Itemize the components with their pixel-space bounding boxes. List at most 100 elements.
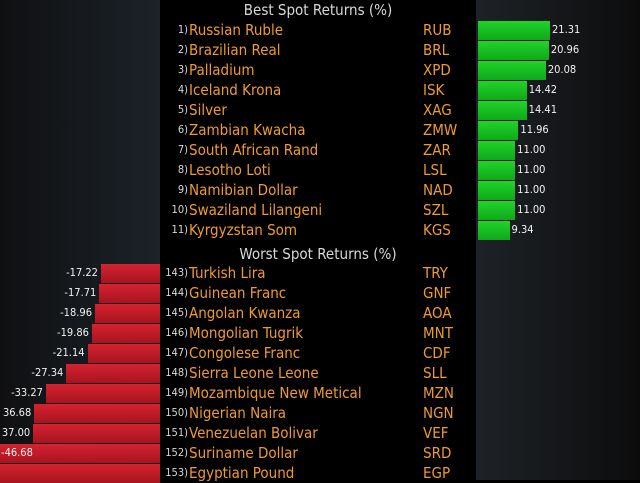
best-row: 2) Brazilian Real BRL [160,40,476,60]
worst-currency-name: Suriname Dollar [189,444,298,462]
best-rank: 9) [177,183,188,196]
worst-bar [34,404,160,423]
best-bar [478,21,550,40]
worst-bar [87,344,160,363]
worst-value-label: -27.34 [31,366,64,379]
worst-bar [91,324,160,343]
worst-rank: 151) [165,426,188,439]
worst-rank: 146) [165,326,188,339]
worst-value-label: -21.14 [52,346,85,359]
best-value-label: 11.96 [520,123,549,136]
best-rank: 8) [177,163,188,176]
best-value-label: 11.00 [517,163,546,176]
best-currency-name: Swaziland Lilangeni [189,201,323,219]
best-value-label: 20.08 [547,63,577,76]
worst-currency-code: VEF [423,424,449,442]
best-value-label: 9.34 [511,223,534,236]
worst-rank: 144) [165,286,188,299]
best-value-label: 21.31 [552,23,581,36]
worst-row: 152) Suriname Dollar SRD [160,443,476,463]
worst-currency-name: Mozambique New Metical [189,384,362,402]
best-rank: 7) [177,143,188,156]
worst-rank: 153) [165,466,188,479]
best-value-label: 20.96 [550,43,580,56]
best-bar [478,101,527,120]
worst-value-label: -46.68 [1,446,33,459]
best-currency-code: KGS [423,221,451,239]
best-currency-name: Namibian Dollar [189,181,298,199]
best-row: 3) Palladium XPD [160,60,476,80]
worst-bar [100,264,160,283]
worst-row: 153) Egyptian Pound EGP [160,463,476,483]
best-currency-name: Iceland Krona [189,81,282,99]
best-rank: 1) [177,23,188,36]
best-currency-code: LSL [423,161,447,179]
best-row: 9) Namibian Dollar NAD [160,180,476,200]
worst-currency-name: Egyptian Pound [189,464,295,482]
worst-currency-code: MNT [423,324,453,342]
worst-value-label: 36.68 [2,406,32,419]
worst-row: 147) Congolese Franc CDF [160,343,476,363]
worst-bar [33,424,160,443]
best-bar [478,221,510,240]
worst-rank: 143) [165,266,188,279]
best-currency-name: Silver [189,101,227,119]
best-row: 8) Lesotho Loti LSL [160,160,476,180]
best-rank: 11) [171,223,188,236]
best-value-label: 11.00 [517,203,546,216]
worst-bar [99,284,160,303]
worst-value-label: -33.27 [11,386,43,399]
worst-row: 143) Turkish Lira TRY [160,263,476,283]
best-rank: 3) [177,63,188,76]
worst-row: 146) Mongolian Tugrik MNT [160,323,476,343]
best-rank: 10) [171,203,188,216]
best-currency-name: Russian Ruble [189,21,284,39]
worst-value-label: -17.71 [64,286,97,299]
best-currency-name: Palladium [189,61,255,79]
worst-rank: 145) [165,306,188,319]
worst-bar [66,364,160,383]
worst-currency-name: Turkish Lira [189,264,266,282]
worst-row: 148) Sierra Leone Leone SLL [160,363,476,383]
best-currency-code: XAG [423,101,452,119]
worst-currency-name: Sierra Leone Leone [189,364,319,382]
worst-rank: 147) [165,346,188,359]
best-currency-code: XPD [423,61,451,79]
worst-rank: 149) [165,386,188,399]
worst-rank: 152) [165,446,188,459]
best-currency-code: ISK [423,81,445,99]
worst-rank: 148) [165,366,188,379]
best-bar [478,201,516,220]
worst-row: 145) Angolan Kwanza AOA [160,303,476,323]
best-value-label: 14.41 [528,103,557,116]
best-row: 5) Silver XAG [160,100,476,120]
worst-currency-name: Nigerian Naira [189,404,287,422]
best-row: 4) Iceland Krona ISK [160,80,476,100]
worst-returns-title: Worst Spot Returns (%) [239,245,397,263]
best-row: 6) Zambian Kwacha ZMW [160,120,476,140]
best-returns-title: Best Spot Returns (%) [243,1,393,19]
best-row: 7) South African Rand ZAR [160,140,476,160]
worst-row: 151) Venezuelan Bolivar VEF [160,423,476,443]
best-rank: 5) [177,103,188,116]
worst-currency-name: Venezuelan Bolivar [189,424,318,442]
worst-bar [0,444,160,463]
best-bars-panel [476,0,640,480]
best-row: 10) Swaziland Lilangeni SZL [160,200,476,220]
best-bar [478,141,516,160]
best-bar [478,41,549,60]
best-row: 1) Russian Ruble RUB [160,20,476,40]
currency-table-panel [160,0,476,480]
best-currency-name: Kyrgyzstan Som [189,221,298,239]
best-currency-code: BRL [423,41,450,59]
worst-currency-code: SRD [423,444,452,462]
best-rank: 6) [177,123,188,136]
worst-value-label: -19.86 [57,326,89,339]
worst-row: 144) Guinean Franc GNF [160,283,476,303]
best-currency-code: NAD [423,181,453,199]
worst-currency-name: Guinean Franc [189,284,287,302]
best-row: 11) Kyrgyzstan Som KGS [160,220,476,240]
worst-currency-code: SLL [423,364,447,382]
worst-currency-code: NGN [423,404,454,422]
best-currency-name: Lesotho Loti [189,161,271,179]
